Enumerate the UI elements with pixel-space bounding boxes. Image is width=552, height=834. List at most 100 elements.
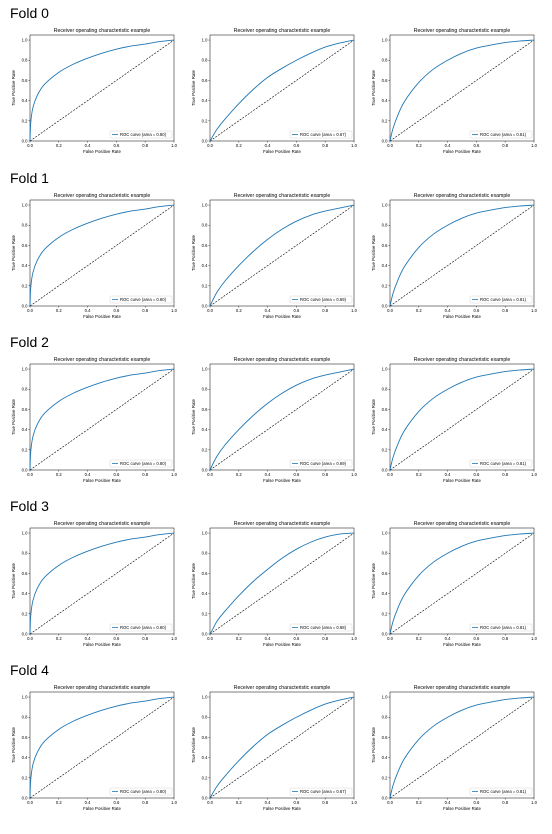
- x-tick-label: 0.2: [236, 143, 242, 148]
- x-tick-label: 0.8: [142, 143, 148, 148]
- x-tick-label: 0.8: [322, 143, 328, 148]
- chart-title: Receiver operating characteristic exampl…: [414, 193, 511, 199]
- chart-title: Receiver operating characteristic exampl…: [54, 193, 151, 199]
- y-tick-label: 0.8: [382, 58, 388, 63]
- x-tick-label: 0.6: [293, 308, 299, 313]
- y-tick-label: 0.8: [382, 387, 388, 392]
- x-axis-label: False Positive Rate: [443, 642, 481, 647]
- roc-curve-line: [29, 204, 175, 307]
- x-tick-label: 0.4: [85, 636, 91, 641]
- legend-label: ROC curve (area = 0.81): [480, 789, 527, 794]
- legend-label: ROC curve (area = 0.80): [120, 461, 167, 466]
- x-tick-label: 0.2: [56, 143, 62, 148]
- y-tick-label: 0.6: [22, 78, 28, 83]
- legend-box: [109, 787, 173, 796]
- y-axis-label: True Positive Rate: [191, 234, 196, 271]
- x-tick-label: 1.0: [351, 308, 357, 313]
- y-axis-label: True Positive Rate: [371, 69, 376, 106]
- x-axis-label: False Positive Rate: [263, 314, 301, 319]
- x-tick-label: 0.4: [265, 143, 271, 148]
- y-tick-label: 0.4: [382, 263, 388, 268]
- x-tick-label: 0.0: [207, 800, 213, 805]
- y-tick-label: 0.8: [22, 387, 28, 392]
- x-tick-label: 1.0: [531, 636, 537, 641]
- y-tick-label: 1.0: [202, 203, 208, 208]
- x-tick-label: 0.8: [322, 472, 328, 477]
- x-tick-label: 0.6: [293, 143, 299, 148]
- legend-box: [289, 130, 353, 139]
- chart-title: Receiver operating characteristic exampl…: [234, 357, 331, 363]
- x-tick-label: 0.8: [502, 472, 508, 477]
- y-tick-label: 0.4: [22, 98, 28, 103]
- x-tick-label: 0.0: [207, 472, 213, 477]
- roc-chart: Receiver operating characteristic exampl…: [191, 193, 358, 319]
- chance-diagonal-line: [389, 39, 535, 142]
- y-axis-label: True Positive Rate: [191, 398, 196, 435]
- x-tick-label: 0.6: [473, 472, 479, 477]
- x-axis-label: False Positive Rate: [443, 149, 481, 154]
- roc-chart: Receiver operating characteristic exampl…: [11, 357, 178, 483]
- x-tick-label: 0.6: [473, 636, 479, 641]
- roc-chart: Receiver operating characteristic exampl…: [11, 685, 178, 811]
- roc-curve-line: [29, 39, 175, 142]
- y-tick-label: 0.0: [22, 468, 28, 473]
- y-tick-label: 1.0: [202, 367, 208, 372]
- x-tick-label: 1.0: [531, 143, 537, 148]
- y-tick-label: 0.2: [22, 118, 28, 123]
- y-tick-label: 0.0: [382, 304, 388, 309]
- y-tick-label: 0.4: [202, 263, 208, 268]
- x-tick-label: 0.0: [207, 636, 213, 641]
- chance-diagonal-line: [389, 696, 535, 799]
- y-tick-label: 0.4: [382, 591, 388, 596]
- fold-title: Fold 1: [10, 170, 49, 186]
- y-tick-label: 0.2: [22, 447, 28, 452]
- legend-box: [289, 295, 353, 304]
- legend-label: ROC curve (area = 0.69): [300, 461, 347, 466]
- x-tick-label: 0.0: [27, 800, 33, 805]
- x-tick-label: 0.2: [56, 800, 62, 805]
- legend-box: [109, 623, 173, 632]
- x-tick-label: 0.6: [113, 800, 119, 805]
- x-axis-label: False Positive Rate: [83, 642, 121, 647]
- legend-box: [109, 459, 173, 468]
- y-tick-label: 0.6: [382, 735, 388, 740]
- roc-chart: Receiver operating characteristic exampl…: [191, 28, 358, 154]
- axes-frame: [29, 363, 175, 471]
- x-tick-label: 1.0: [351, 143, 357, 148]
- y-tick-label: 0.4: [382, 755, 388, 760]
- x-tick-label: 0.8: [142, 636, 148, 641]
- y-axis-label: True Positive Rate: [11, 398, 16, 435]
- x-tick-label: 1.0: [171, 472, 177, 477]
- y-tick-label: 0.4: [202, 427, 208, 432]
- x-axis-label: False Positive Rate: [83, 149, 121, 154]
- x-tick-label: 0.4: [445, 800, 451, 805]
- y-tick-label: 0.0: [202, 468, 208, 473]
- y-tick-label: 0.8: [382, 223, 388, 228]
- chance-diagonal-line: [209, 39, 355, 142]
- roc-chart: Receiver operating characteristic exampl…: [371, 28, 538, 154]
- y-tick-label: 0.4: [22, 591, 28, 596]
- legend-label: ROC curve (area = 0.67): [300, 132, 347, 137]
- chart-title: Receiver operating characteristic exampl…: [414, 521, 511, 527]
- x-tick-label: 0.2: [236, 308, 242, 313]
- legend-box: [469, 295, 533, 304]
- roc-curve-line: [209, 368, 355, 471]
- legend-box: [289, 623, 353, 632]
- chance-diagonal-line: [389, 532, 535, 635]
- x-tick-label: 0.8: [142, 800, 148, 805]
- x-tick-label: 1.0: [351, 800, 357, 805]
- legend-label: ROC curve (area = 0.81): [480, 461, 527, 466]
- x-tick-label: 0.0: [387, 636, 393, 641]
- y-tick-label: 0.2: [382, 611, 388, 616]
- chance-diagonal-line: [29, 204, 175, 307]
- x-tick-label: 0.4: [445, 308, 451, 313]
- y-axis-label: True Positive Rate: [11, 726, 16, 763]
- y-tick-label: 0.8: [22, 715, 28, 720]
- y-axis-label: True Positive Rate: [371, 562, 376, 599]
- roc-curve-line: [29, 368, 175, 471]
- chart-title: Receiver operating characteristic exampl…: [54, 685, 151, 691]
- y-tick-label: 1.0: [202, 531, 208, 536]
- axes-frame: [389, 363, 535, 471]
- chance-diagonal-line: [29, 532, 175, 635]
- y-tick-label: 0.6: [382, 407, 388, 412]
